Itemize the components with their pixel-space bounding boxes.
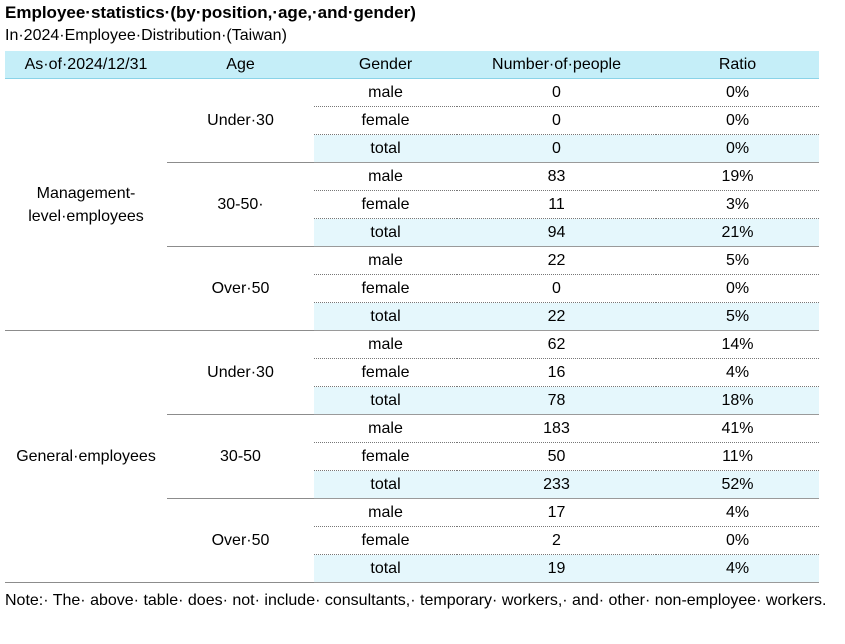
header-age: Age: [167, 51, 314, 79]
table-row: 30-50· male 83 19%: [5, 162, 819, 247]
table-row: female 11 3%: [5, 190, 819, 219]
table-row: total 0 0%: [5, 134, 819, 163]
table-row: Management-level·employees Under·30 male…: [5, 78, 819, 331]
count-cell: 0: [457, 106, 656, 135]
count-cell: 16: [457, 358, 656, 387]
table-row: female 2 0%: [5, 526, 819, 555]
ratio-cell: 18%: [656, 386, 819, 415]
ratio-cell: 0%: [656, 106, 819, 135]
count-cell: 50: [457, 442, 656, 471]
count-cell: 11: [457, 190, 656, 219]
table-row: total 94 21%: [5, 218, 819, 247]
count-cell: 0: [457, 134, 656, 163]
ratio-cell: 21%: [656, 218, 819, 247]
gender-cell: female: [314, 358, 457, 387]
count-cell: 22: [457, 246, 656, 275]
gender-cell: total: [314, 218, 457, 247]
age-cell: Under·30: [167, 330, 314, 415]
count-cell: 22: [457, 302, 656, 331]
table-row: 30-50 male 183 41%: [5, 414, 819, 499]
document-subtitle: In·2024·Employee·Distribution·(Taiwan): [5, 27, 287, 44]
position-cell: General·employees: [5, 330, 167, 583]
count-cell: 17: [457, 498, 656, 527]
gender-cell: female: [314, 526, 457, 555]
ratio-cell: 0%: [656, 134, 819, 163]
count-cell: 0: [457, 274, 656, 303]
header-ratio: Ratio: [656, 51, 819, 79]
gender-cell: male: [314, 246, 457, 275]
gender-cell: female: [314, 442, 457, 471]
count-cell: 78: [457, 386, 656, 415]
count-cell: 233: [457, 470, 656, 499]
gender-cell: total: [314, 302, 457, 331]
ratio-cell: 0%: [656, 274, 819, 303]
document-title: Employee·statistics·(by·position,·age,·a…: [5, 3, 416, 22]
gender-cell: male: [314, 414, 457, 443]
count-cell: 19: [457, 554, 656, 583]
count-cell: 62: [457, 330, 656, 359]
header-count: Number·of·people: [457, 51, 656, 79]
table-row: female 50 11%: [5, 442, 819, 471]
count-cell: 2: [457, 526, 656, 555]
count-cell: 83: [457, 162, 656, 191]
age-cell: Over·50: [167, 498, 314, 583]
table-row: total 22 5%: [5, 302, 819, 331]
ratio-cell: 41%: [656, 414, 819, 443]
ratio-cell: 0%: [656, 526, 819, 555]
gender-cell: total: [314, 134, 457, 163]
ratio-cell: 19%: [656, 162, 819, 191]
table-row: total 78 18%: [5, 386, 819, 415]
table-row: female 16 4%: [5, 358, 819, 387]
table-row: total 233 52%: [5, 470, 819, 499]
gender-cell: total: [314, 386, 457, 415]
header-row: As·of·2024/12/31 Age Gender Number·of·pe…: [5, 51, 819, 79]
gender-cell: male: [314, 78, 457, 107]
ratio-cell: 4%: [656, 498, 819, 527]
gender-cell: total: [314, 470, 457, 499]
ratio-cell: 4%: [656, 358, 819, 387]
ratio-cell: 0%: [656, 78, 819, 107]
ratio-cell: 5%: [656, 302, 819, 331]
gender-cell: male: [314, 330, 457, 359]
table-row: female 0 0%: [5, 106, 819, 135]
table-row: Over·50 male 22 5%: [5, 246, 819, 331]
age-cell: 30-50·: [167, 162, 314, 247]
ratio-cell: 52%: [656, 470, 819, 499]
age-cell: Under·30: [167, 78, 314, 163]
gender-cell: female: [314, 190, 457, 219]
count-cell: 183: [457, 414, 656, 443]
ratio-cell: 14%: [656, 330, 819, 359]
ratio-cell: 4%: [656, 554, 819, 583]
gender-cell: female: [314, 274, 457, 303]
gender-cell: female: [314, 106, 457, 135]
table-row: Over·50 male 17 4%: [5, 498, 819, 583]
table-note: Note:· The· above· table· does· not· inc…: [5, 592, 827, 609]
count-cell: 0: [457, 78, 656, 107]
gender-cell: total: [314, 554, 457, 583]
employee-statistics-table: As·of·2024/12/31 Age Gender Number·of·pe…: [5, 51, 819, 583]
count-cell: 94: [457, 218, 656, 247]
header-gender: Gender: [314, 51, 457, 79]
ratio-cell: 5%: [656, 246, 819, 275]
table-row: total 19 4%: [5, 554, 819, 583]
age-cell: 30-50: [167, 414, 314, 499]
table-row: General·employees Under·30 male 62 14%: [5, 330, 819, 583]
position-cell: Management-level·employees: [5, 78, 167, 331]
age-cell: Over·50: [167, 246, 314, 331]
header-date: As·of·2024/12/31: [5, 51, 167, 79]
gender-cell: male: [314, 498, 457, 527]
ratio-cell: 11%: [656, 442, 819, 471]
gender-cell: male: [314, 162, 457, 191]
ratio-cell: 3%: [656, 190, 819, 219]
table-row: female 0 0%: [5, 274, 819, 303]
